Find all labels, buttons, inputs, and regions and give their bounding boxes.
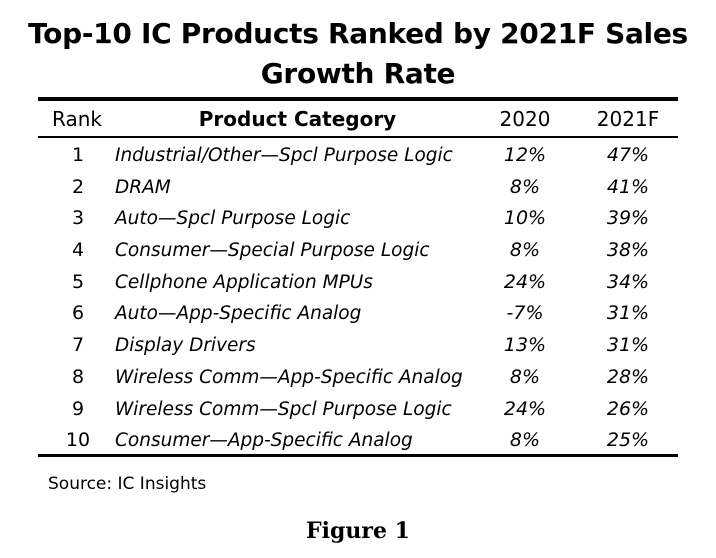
table-row: 3 Auto—Spcl Purpose Logic 10% 39% [38,203,678,235]
column-header-product-category: Product Category [198,107,397,131]
growth-2020-cell: 8% [509,429,541,452]
product-category-cell: DRAM [115,176,171,198]
growth-2021f-cell: 47% [606,144,650,166]
growth-2021f-cell: 26% [606,397,650,420]
column-header-rank: Rank [52,107,102,131]
table-top-rule [38,97,678,101]
growth-2021f-cell: 38% [606,239,650,262]
chart-title-line-1: Top-10 IC Products Ranked by 2021F Sales [28,17,688,50]
table-row: 9 Wireless Comm—Spcl Purpose Logic 24% 26% [38,394,678,426]
rank-cell: 1 [71,144,85,166]
table-row: 6 Auto—App-Specific Analog -7% 31% [38,298,678,330]
rank-cell: 6 [71,302,85,325]
table-row: 7 Display Drivers 13% 31% [38,330,678,362]
table-row: 5 Cellphone Application MPUs 24% 34% [38,267,678,299]
table-row: 2 DRAM 8% 41% [38,172,678,204]
growth-2020-cell: 8% [509,175,541,198]
rank-cell: 5 [71,270,85,293]
table-row: 8 Wireless Comm—App-Specific Analog 8% 28% [38,362,678,394]
growth-2020-cell: 8% [509,365,541,388]
column-header-2021f: 2021F [596,107,660,131]
growth-2020-cell: 24% [503,270,547,293]
table-body: 1 Industrial/Other—Spcl Purpose Logic 12% 4… [38,140,678,457]
product-category-cell: Auto—App-Specific Analog [115,303,362,325]
product-category-cell: Wireless Comm—App-Specific Analog [115,366,463,388]
table-row: 4 Consumer—Special Purpose Logic 8% 38% [38,235,678,267]
column-header-2020: 2020 [499,107,551,131]
growth-2021f-cell: 41% [606,175,650,198]
growth-2021f-cell: 39% [606,207,650,230]
product-category-cell: Auto—Spcl Purpose Logic [115,208,351,230]
growth-2021f-cell: 28% [606,365,650,388]
figure-caption: Figure 1 [306,518,410,544]
product-category-cell: Display Drivers [115,335,256,357]
product-category-cell: Wireless Comm—Spcl Purpose Logic [115,398,452,420]
source-note: Source: IC Insights [48,474,207,494]
growth-2021f-cell: 31% [606,302,650,325]
header-divider-rule [38,136,678,138]
growth-2020-cell: 10% [503,207,547,230]
growth-2021f-cell: 25% [606,429,650,452]
chart-title-line-2: Growth Rate [260,57,456,90]
rank-cell: 10 [65,429,91,452]
chart-title: Top-10 IC Products Ranked by 2021F Sales… [0,14,716,94]
growth-2020-cell: 12% [503,144,547,166]
growth-2020-cell: 24% [503,397,547,420]
product-category-cell: Cellphone Application MPUs [115,271,373,293]
growth-2021f-cell: 34% [606,270,650,293]
rank-cell: 7 [71,334,85,357]
growth-2021f-cell: 31% [606,334,650,357]
rank-cell: 3 [71,207,85,230]
rank-cell: 2 [71,175,85,198]
table-bottom-rule [38,454,678,457]
product-category-cell: Consumer—App-Specific Analog [115,430,413,452]
growth-2020-cell: 13% [503,334,547,357]
rank-cell: 8 [71,365,85,388]
product-category-cell: Industrial/Other—Spcl Purpose Logic [115,145,453,166]
table-row: 10 Consumer—App-Specific Analog 8% 25% [38,425,678,457]
table-row: 1 Industrial/Other—Spcl Purpose Logic 12% 4… [38,140,678,172]
growth-2020-cell: 8% [509,239,541,262]
product-category-cell: Consumer—Special Purpose Logic [115,240,430,262]
rank-cell: 9 [71,397,85,420]
rank-cell: 4 [71,239,85,262]
growth-2020-cell: -7% [506,302,544,325]
